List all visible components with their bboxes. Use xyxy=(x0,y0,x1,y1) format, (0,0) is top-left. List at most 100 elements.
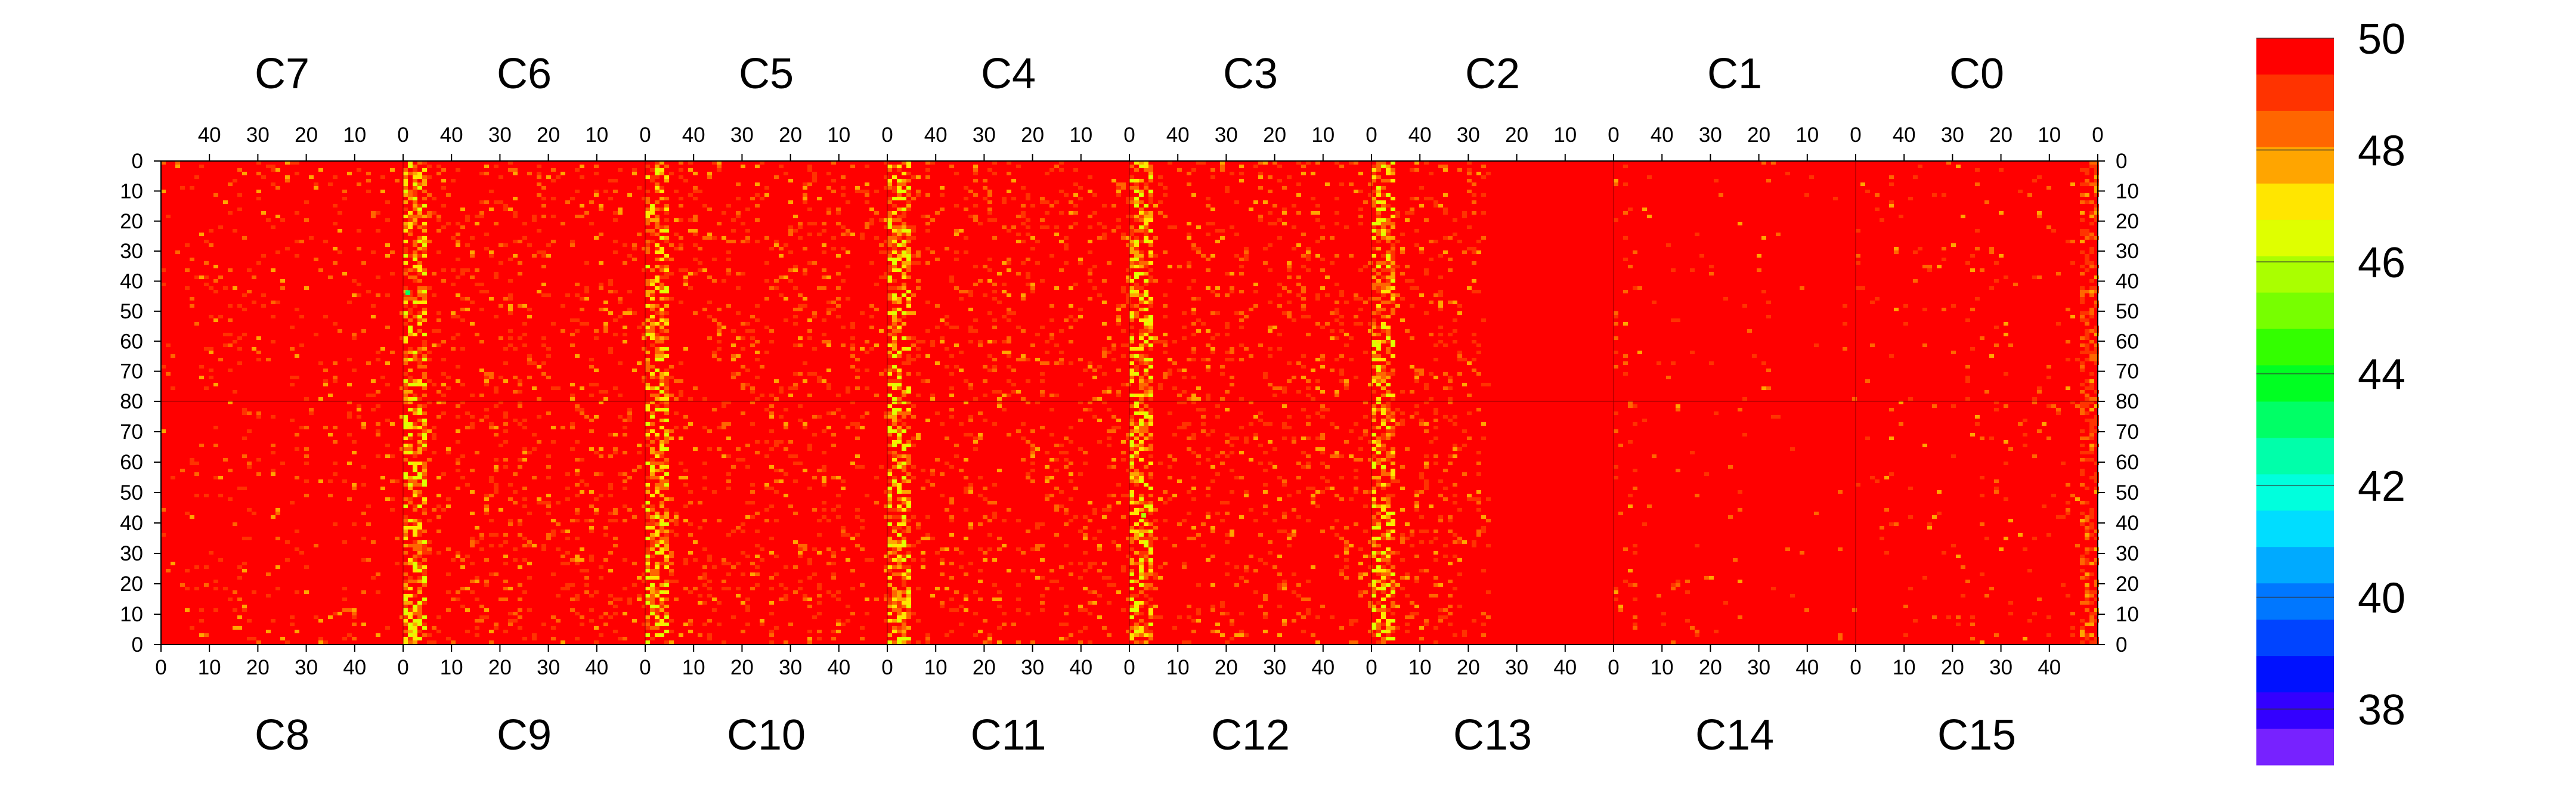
heatmap-cell xyxy=(532,218,537,222)
heatmap-cell xyxy=(959,551,964,555)
heatmap-cell xyxy=(669,429,674,433)
heatmap-cell xyxy=(655,605,660,608)
heatmap-cell xyxy=(1129,419,1134,422)
heatmap-cell xyxy=(1244,315,1249,318)
heatmap-cell xyxy=(822,479,826,483)
heatmap-cell xyxy=(1191,476,1196,479)
heatmap-cell xyxy=(860,311,865,315)
heatmap-cell xyxy=(1230,444,1234,447)
heatmap-cell xyxy=(655,233,660,236)
heatmap-cell xyxy=(290,615,295,619)
heatmap-cell xyxy=(906,258,911,261)
heatmap-cell xyxy=(850,462,855,465)
heatmap-cell xyxy=(940,605,945,608)
heatmap-cell xyxy=(860,233,865,236)
heatmap-cell xyxy=(1102,301,1107,304)
heatmap-cell xyxy=(403,601,408,605)
heatmap-cell xyxy=(1168,372,1172,376)
heatmap-cell xyxy=(897,369,902,372)
heatmap-cell xyxy=(660,372,664,376)
heatmap-cell xyxy=(1045,587,1049,590)
heatmap-cell xyxy=(884,555,888,558)
heatmap-cell xyxy=(1134,562,1139,565)
heatmap-cell xyxy=(427,633,432,637)
heatmap-cell xyxy=(887,236,892,240)
heatmap-cell xyxy=(736,197,741,200)
heatmap-cell xyxy=(1282,286,1287,290)
heatmap-cell xyxy=(228,211,233,215)
heatmap-cell xyxy=(1344,526,1349,530)
heatmap-cell xyxy=(693,243,698,247)
heatmap-cell xyxy=(413,208,417,211)
heatmap-cell xyxy=(1296,612,1301,615)
heatmap-cell xyxy=(385,254,390,258)
heatmap-cell xyxy=(1040,279,1045,283)
heatmap-cell xyxy=(803,544,807,547)
heatmap-cell xyxy=(1301,630,1306,633)
heatmap-cell xyxy=(390,454,395,458)
heatmap-cell xyxy=(1116,483,1121,487)
heatmap-cell xyxy=(408,308,413,311)
heatmap-cell xyxy=(1144,369,1148,372)
heatmap-cell xyxy=(793,308,798,311)
heatmap-cell xyxy=(1129,225,1134,229)
heatmap-cell xyxy=(1021,186,1026,190)
heatmap-cell xyxy=(413,165,417,168)
heatmap-cell xyxy=(637,451,642,454)
heatmap-cell xyxy=(788,179,793,182)
heatmap-cell xyxy=(1315,490,1320,494)
heatmap-cell xyxy=(1282,530,1287,533)
heatmap-cell xyxy=(527,354,532,358)
heatmap-cell xyxy=(1040,576,1045,580)
heatmap-cell xyxy=(266,572,271,576)
heatmap-cell xyxy=(1054,469,1059,472)
heatmap-cell xyxy=(565,487,570,490)
heatmap-cell xyxy=(1078,472,1083,476)
heatmap-cell xyxy=(228,318,233,322)
heatmap-cell xyxy=(664,208,669,211)
heatmap-cell xyxy=(897,168,902,172)
heatmap-cell xyxy=(1225,293,1230,297)
heatmap-cell xyxy=(1134,283,1139,286)
heatmap-cell xyxy=(1306,315,1311,318)
heatmap-cell xyxy=(860,236,865,240)
heatmap-cell xyxy=(869,304,874,308)
heatmap-cell xyxy=(456,469,460,472)
heatmap-cell xyxy=(1272,326,1277,329)
heatmap-cell xyxy=(1206,558,1210,562)
heatmap-cell xyxy=(717,601,722,605)
heatmap-cell xyxy=(1054,508,1059,512)
heatmap-cell xyxy=(1268,540,1272,544)
heatmap-cell xyxy=(1144,383,1148,386)
heatmap-cell xyxy=(906,347,911,351)
heatmap-cell xyxy=(1139,343,1144,347)
heatmap-cell xyxy=(1234,583,1239,587)
heatmap-cell xyxy=(1144,504,1148,508)
heatmap-cell xyxy=(831,444,836,447)
heatmap-cell xyxy=(841,415,846,419)
heatmap-cell xyxy=(793,229,798,233)
heatmap-cell xyxy=(190,297,194,301)
heatmap-cell xyxy=(537,415,541,419)
heatmap-cell xyxy=(1287,311,1292,315)
heatmap-cell xyxy=(494,165,499,168)
heatmap-cell xyxy=(1144,465,1148,469)
heatmap-cell xyxy=(664,522,669,526)
heatmap-cell xyxy=(518,608,522,612)
heatmap-cell xyxy=(1311,497,1315,501)
heatmap-cell xyxy=(731,376,736,379)
heatmap-cell xyxy=(869,218,874,222)
heatmap-cell xyxy=(774,469,779,472)
heatmap-cell xyxy=(1306,436,1311,440)
heatmap-cell xyxy=(865,369,869,372)
heatmap-cell xyxy=(413,544,417,547)
heatmap-cell xyxy=(1148,408,1153,411)
heatmap-cell xyxy=(1363,504,1368,508)
heatmap-cell xyxy=(1139,479,1144,483)
heatmap-cell xyxy=(945,322,949,326)
heatmap-cell xyxy=(902,590,906,594)
heatmap-cell xyxy=(803,361,807,365)
heatmap-cell xyxy=(1129,311,1134,315)
heatmap-cell xyxy=(1016,608,1021,612)
heatmap-cell xyxy=(1148,504,1153,508)
